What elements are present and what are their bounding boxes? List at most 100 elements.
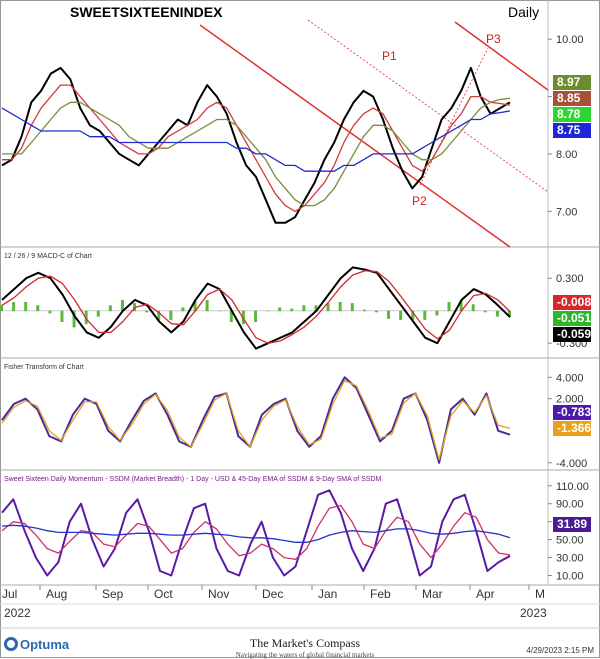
- macd-histogram-bar: [447, 302, 451, 312]
- macd-histogram-bar: [399, 310, 403, 320]
- series-line: [1, 524, 511, 543]
- macd-histogram-bar: [72, 310, 76, 328]
- footer-subtitle: Navigating the waters of global financia…: [235, 651, 375, 659]
- series-line: [2, 97, 511, 207]
- annotation-p2: P2: [412, 194, 427, 208]
- y-tick-label: 0.300: [556, 273, 584, 285]
- macd-histogram-bar: [254, 310, 257, 323]
- series-line: [2, 84, 511, 212]
- macd-histogram-bar: [60, 310, 64, 323]
- svg-text:31.89: 31.89: [557, 517, 587, 531]
- value-label: 8.78: [553, 107, 591, 122]
- x-tick-label: Nov: [208, 587, 229, 601]
- ssdm-title: Sweet Sixteen Daily Momentum - SSDM (Mar…: [4, 476, 382, 483]
- x-axis: Jul Aug Sep Oct Nov Dec Jan Feb Mar Apr M: [2, 585, 545, 601]
- series-line: [1, 266, 511, 350]
- y-tick-label: 4.000: [556, 372, 584, 384]
- chart-panels: 10.009.008.007.008.978.858.788.750.300-0…: [0, 34, 591, 583]
- x-tick-label: Sep: [102, 587, 124, 601]
- chart-title: SWEETSIXTEENINDEX: [70, 4, 223, 20]
- footer-date: 4/29/2023 2:15 PM: [526, 646, 594, 655]
- macd-histogram-bar: [36, 305, 40, 312]
- series-line: [1, 107, 511, 172]
- y-tick-label: 10.00: [556, 34, 584, 46]
- x-tick-label: Aug: [46, 587, 67, 601]
- x-tick-label: Feb: [370, 587, 391, 601]
- macd-histogram-bar: [157, 310, 161, 320]
- value-label: -0.008: [553, 295, 591, 310]
- y-tick-label: 110.00: [556, 481, 589, 493]
- macd-histogram-bar: [508, 310, 511, 317]
- svg-text:-1.366: -1.366: [557, 421, 591, 435]
- y-tick-label: 90.00: [556, 499, 584, 511]
- y-tick-label: -4.000: [556, 458, 587, 470]
- macd-histogram-bar: [350, 303, 354, 312]
- value-label: -0.051: [553, 311, 591, 326]
- macd-histogram-bar: [266, 310, 270, 312]
- value-label: 8.75: [553, 123, 591, 138]
- macd-histogram-bar: [362, 309, 366, 312]
- macd-histogram-bar: [387, 310, 391, 319]
- series-line: [1, 489, 511, 577]
- macd-histogram-bar: [326, 303, 330, 312]
- macd-histogram-bar: [24, 302, 28, 312]
- y-tick-label: 8.00: [556, 149, 577, 161]
- macd-histogram-bar: [181, 307, 185, 312]
- y-tick-label: 7.00: [556, 206, 577, 218]
- macd-histogram-bar: [495, 310, 499, 317]
- y-tick-label: 2.000: [556, 394, 584, 406]
- trend-channel: [199, 19, 549, 248]
- annotation-p3: P3: [486, 32, 501, 46]
- series-line: [1, 504, 511, 561]
- macd-histogram-bar: [205, 299, 209, 312]
- optuma-logo-icon: [4, 637, 18, 651]
- year-label-2022: 2022: [4, 606, 31, 620]
- svg-text:8.85: 8.85: [557, 91, 581, 105]
- x-tick-label: Oct: [154, 587, 173, 601]
- macd-histogram-bar: [411, 310, 415, 320]
- macd-histogram-bar: [169, 310, 173, 320]
- macd-histogram-bar: [459, 299, 463, 312]
- x-tick-label: M: [535, 587, 545, 601]
- macd-histogram-bar: [374, 310, 378, 313]
- value-label: 8.97: [553, 75, 591, 90]
- y-tick-label: 10.00: [556, 571, 584, 583]
- macd-histogram-bar: [338, 302, 342, 312]
- optuma-logo: Optuma: [4, 637, 69, 652]
- macd-histogram-bar: [423, 310, 427, 320]
- svg-text:8.97: 8.97: [557, 75, 581, 89]
- optuma-logo-text: Optuma: [20, 637, 70, 652]
- macd-histogram-bar: [108, 305, 112, 312]
- footer-title: The Market's Compass: [249, 636, 361, 650]
- svg-text:8.75: 8.75: [557, 123, 581, 137]
- year-label-2023: 2023: [520, 606, 547, 620]
- svg-text:-0.008: -0.008: [557, 295, 591, 309]
- y-tick-label: 50.00: [556, 535, 584, 547]
- macd-histogram-bar: [0, 305, 3, 312]
- svg-text:-0.051: -0.051: [557, 311, 591, 325]
- macd-histogram-bar: [12, 302, 16, 312]
- chart-period: Daily: [508, 4, 539, 20]
- macd-histogram-bar: [290, 308, 294, 312]
- series-line: [1, 270, 511, 344]
- macd-histogram-bar: [120, 299, 124, 312]
- fisher-title: Fisher Transform of Chart: [4, 364, 84, 371]
- svg-text:-0.783: -0.783: [557, 405, 591, 419]
- macd-histogram-bar: [278, 307, 282, 312]
- svg-text:-0.059: -0.059: [557, 327, 591, 341]
- footer-branding: The Market's Compass Navigating the wate…: [195, 636, 415, 659]
- macd-histogram-bar: [193, 299, 197, 312]
- x-tick-label: Jan: [318, 587, 337, 601]
- macd-histogram-bar: [483, 310, 487, 313]
- series-line: [1, 379, 511, 461]
- value-label: 31.89: [553, 517, 591, 532]
- x-tick-label: Jul: [2, 587, 17, 601]
- value-label: -1.366: [553, 421, 591, 436]
- annotation-p1: P1: [382, 49, 397, 63]
- macd-histogram-bar: [229, 310, 233, 323]
- macd-title: 12 / 26 / 9 MACD-C of Chart: [4, 253, 92, 260]
- macd-histogram-bar: [471, 304, 475, 312]
- macd-histogram-bar: [145, 310, 149, 313]
- value-label: -0.783: [553, 405, 591, 420]
- macd-histogram-bar: [435, 310, 439, 316]
